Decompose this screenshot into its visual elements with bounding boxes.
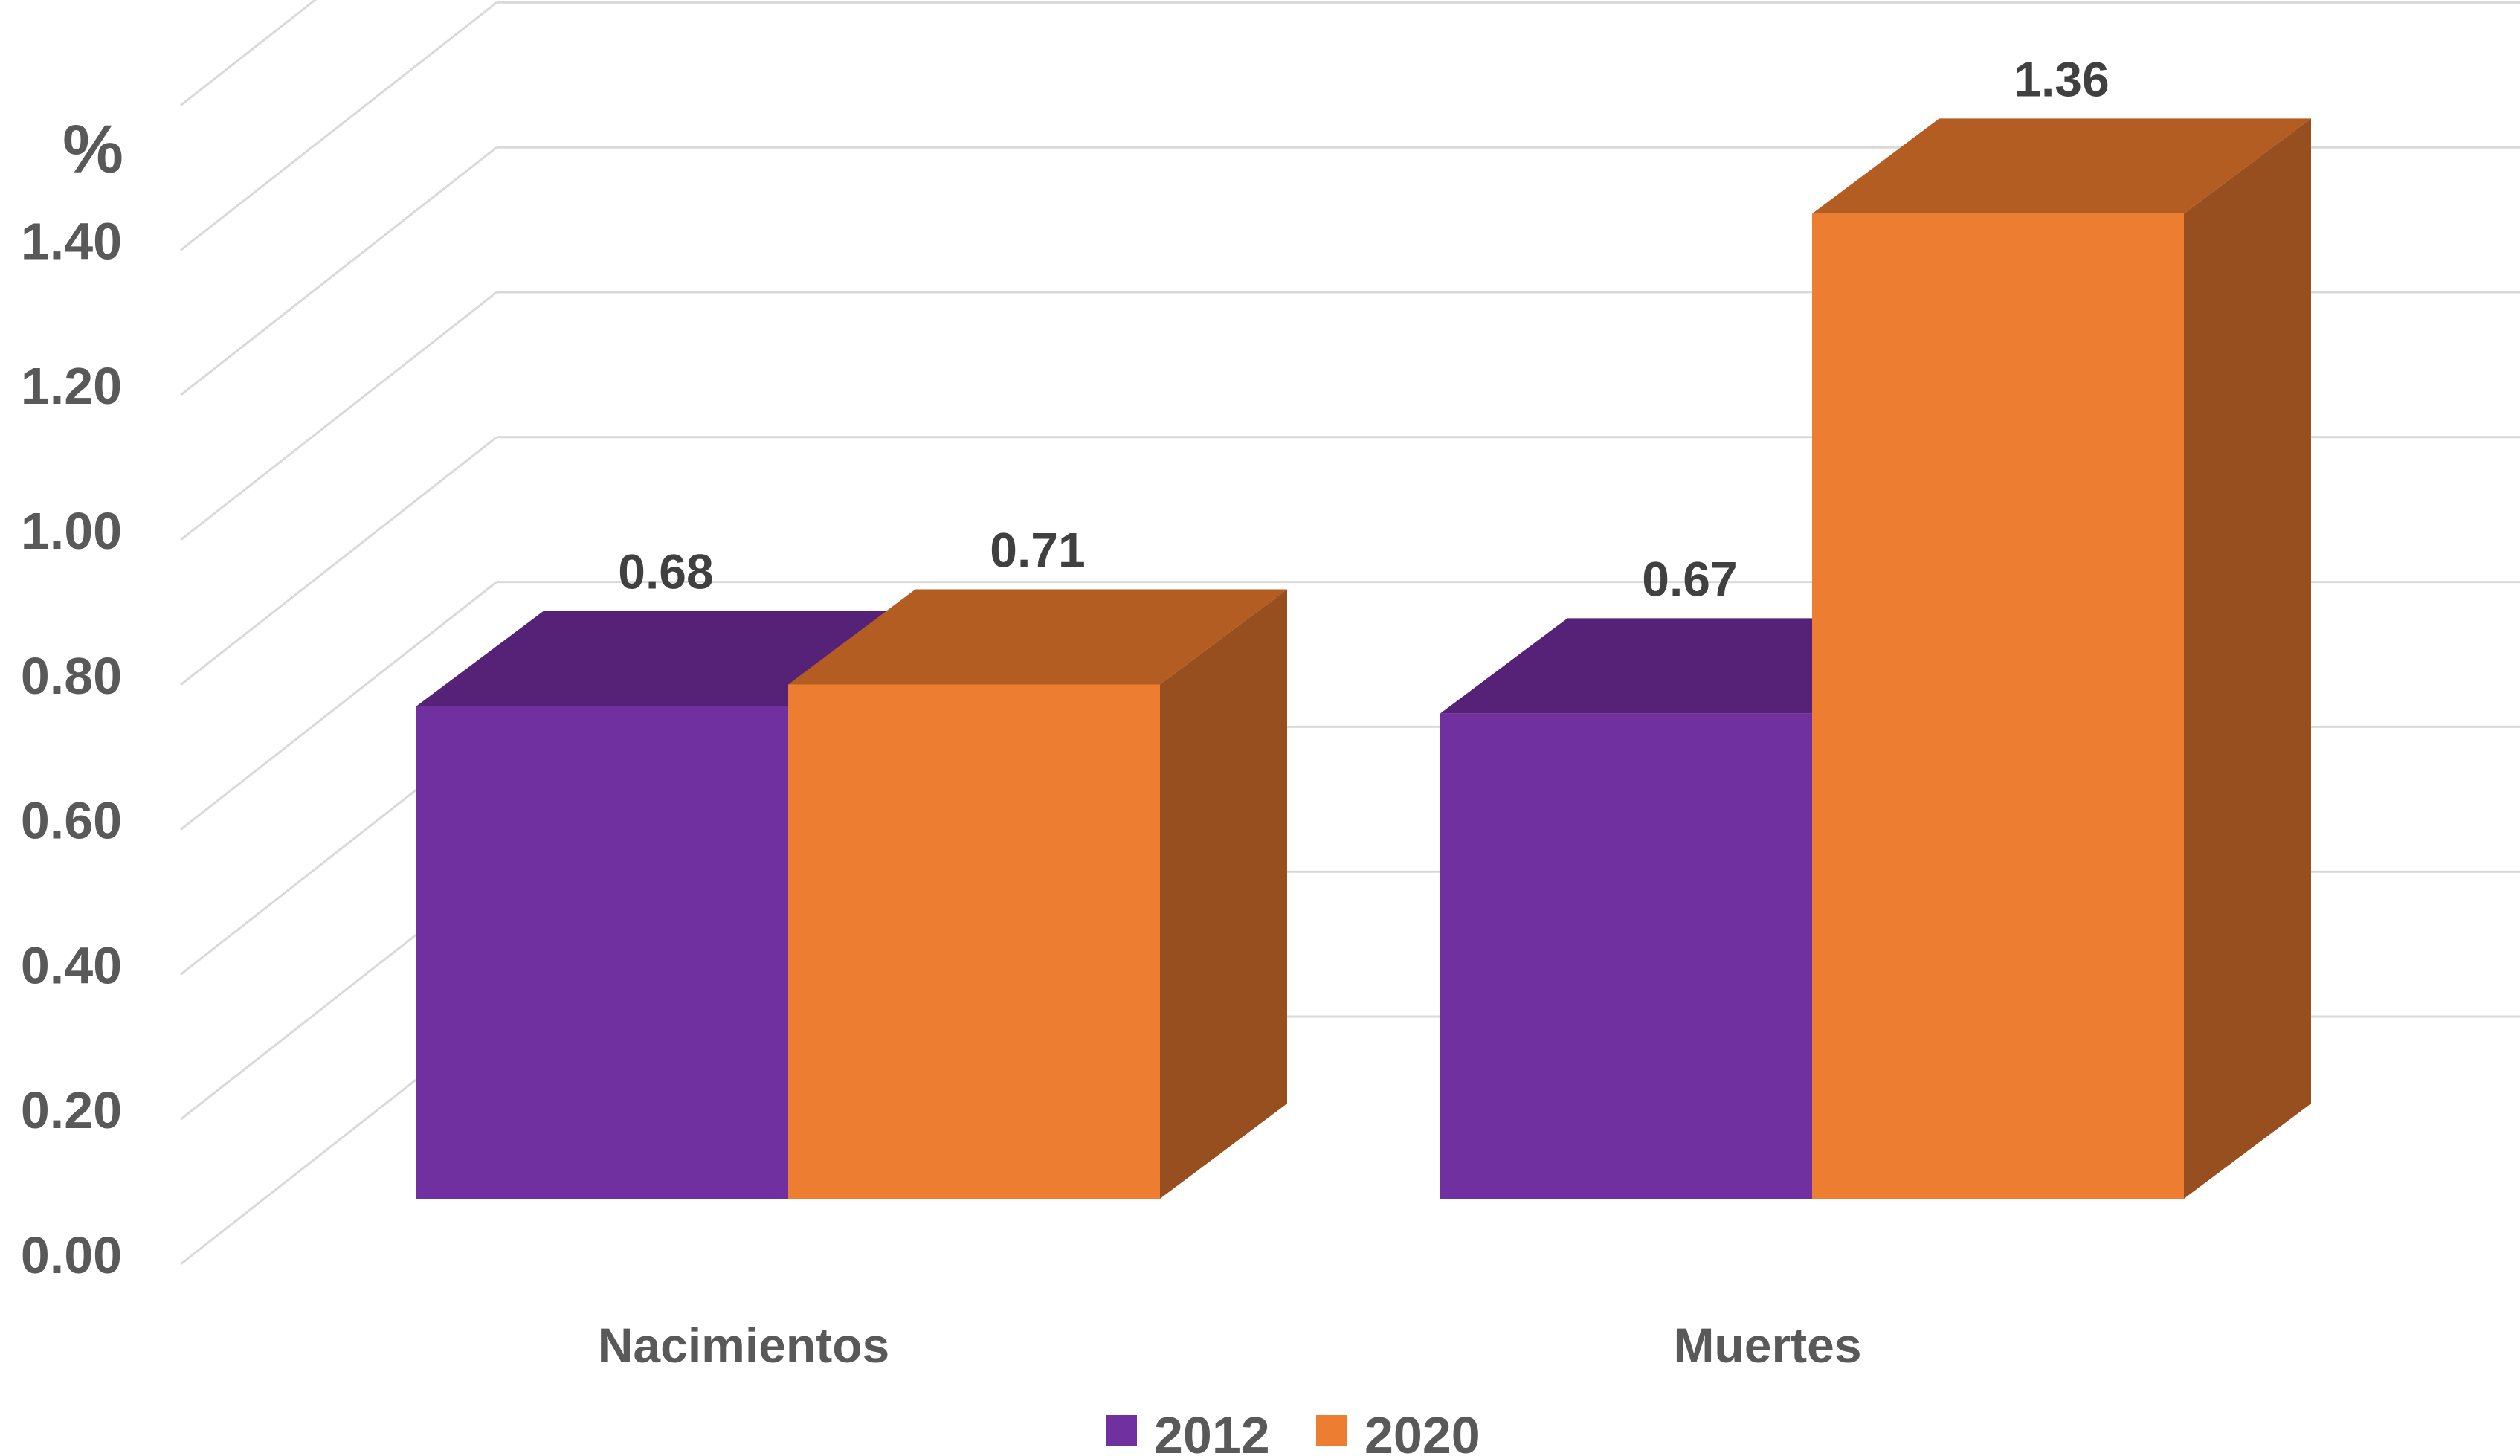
x-axis-category-labels: Nacimientos Muertes — [598, 1318, 1862, 1373]
gridline-diagonal — [180, 146, 497, 396]
legend-swatch — [1316, 1415, 1347, 1446]
legend-label: 2012 — [1154, 1406, 1270, 1456]
data-label: 0.68 — [618, 544, 713, 599]
y-tick-label: 0.00 — [21, 1226, 122, 1284]
gridline-diagonal — [180, 436, 497, 686]
gridline-diagonal — [180, 1, 497, 251]
y-axis-unit-label: % — [62, 112, 123, 187]
y-axis: % 0.00 0.20 0.40 0.60 0.80 1.00 1.20 1.40 — [21, 112, 123, 1284]
bar-front-face — [788, 684, 1160, 1199]
y-tick-label: 1.20 — [21, 357, 122, 415]
x-category-label: Muertes — [1673, 1318, 1861, 1373]
y-tick-label: 1.40 — [21, 212, 122, 270]
bar-2020-Muertes — [1812, 118, 2311, 1199]
bar-side-face — [1160, 589, 1287, 1199]
bar-side-face — [2184, 118, 2311, 1199]
bars — [416, 118, 2311, 1199]
data-label: 0.67 — [1642, 551, 1737, 606]
bar-2020-Nacimientos — [788, 589, 1287, 1199]
y-tick-label: 0.20 — [21, 1081, 122, 1139]
y-tick-label: 1.00 — [21, 502, 122, 560]
gridline-diagonal — [180, 581, 497, 831]
bar-front-face — [416, 706, 788, 1199]
bar-front-face — [1812, 213, 2184, 1199]
y-tick-label: 0.80 — [21, 647, 122, 705]
data-label: 0.71 — [990, 522, 1085, 577]
data-labels: 0.68 0.71 0.67 1.36 — [618, 51, 2109, 606]
gridline-diagonal — [180, 291, 497, 541]
legend-swatch — [1106, 1415, 1137, 1446]
data-label: 1.36 — [2014, 51, 2109, 106]
bar-front-face — [1440, 713, 1812, 1199]
gridline-diagonal — [180, 0, 318, 106]
y-tick-label: 0.40 — [21, 936, 122, 994]
bar-top-face — [416, 611, 915, 706]
y-tick-label: 0.60 — [21, 792, 122, 850]
legend-label: 2020 — [1364, 1406, 1480, 1456]
legend: 2012 2020 — [1106, 1406, 1480, 1456]
bar-top-face — [788, 589, 1287, 685]
x-category-label: Nacimientos — [598, 1318, 889, 1373]
bar-top-face — [1812, 118, 2311, 214]
